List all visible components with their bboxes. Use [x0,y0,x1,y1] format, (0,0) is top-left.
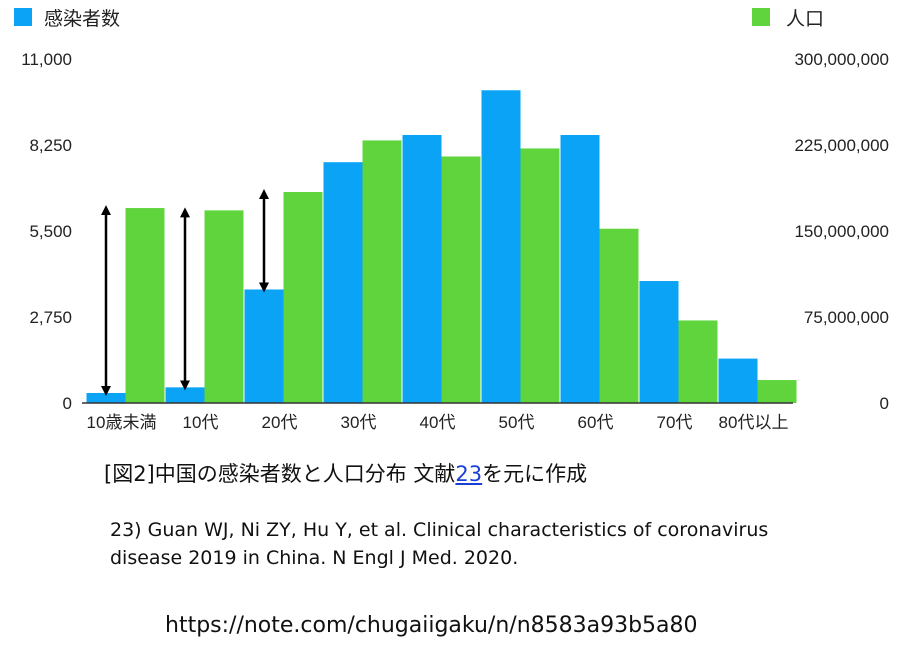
bar-population [283,192,323,403]
bar-infected [86,392,126,403]
left-tick-label: 0 [63,394,72,413]
bar-population [204,210,244,403]
bar-infected [718,358,758,403]
legend-swatch-population [752,8,770,26]
legend-label-infected: 感染者数 [44,8,120,30]
left-tick-label: 8,250 [29,136,72,155]
legend-label-population: 人口 [786,8,824,30]
x-axis-labels: 10歳未満 10代 20代 30代 40代 50代 60代 70代 80代以上 [87,413,789,432]
left-tick-label: 5,500 [29,222,72,241]
bar-infected [481,90,521,403]
legend: 感染者数 人口 [14,8,824,30]
right-axis-ticks: 0 75,000,000 150,000,000 225,000,000 300,000… [794,50,889,413]
reference-link[interactable]: 23 [455,462,483,486]
x-tick-label: 10歳未満 [87,413,157,432]
right-tick-label: 0 [880,394,889,413]
right-tick-label: 150,000,000 [794,222,889,241]
bar-infected [244,289,284,403]
bar-population [362,140,402,403]
left-tick-label: 11,000 [21,50,72,69]
x-tick-label: 40代 [420,413,456,432]
bar-population [520,148,560,403]
bar-population [125,208,165,403]
chart: 感染者数 人口 0 2,750 5,500 8,250 11,000 0 75,000,0… [14,8,889,432]
x-tick-label: 70代 [657,413,693,432]
bar-population [757,380,797,403]
x-tick-label: 30代 [341,413,377,432]
bar-infected [323,162,363,403]
x-tick-label: 10代 [183,413,219,432]
bar-infected [165,387,205,403]
bar-population [599,228,639,403]
caption-suffix: を元に作成 [482,462,588,486]
figure-caption: [図2]中国の感染者数と人口分布 文献23を元に作成 [104,458,587,488]
reference-text: 23) Guan WJ, Ni ZY, Hu Y, et al. Clinica… [110,519,769,569]
right-tick-label: 300,000,000 [794,50,889,69]
x-tick-label: 60代 [578,413,614,432]
bar-population [441,156,481,403]
left-tick-label: 2,750 [29,308,72,327]
source-url: https://note.com/chugaiigaku/n/n8583a93b… [165,613,698,638]
bar-population [678,320,718,403]
bar-infected [639,281,679,403]
x-tick-label: 80代以上 [719,413,789,432]
bar-infected [402,134,442,403]
x-tick-label: 20代 [262,413,298,432]
legend-swatch-infected [14,8,32,26]
right-tick-label: 225,000,000 [794,136,889,155]
caption-prefix: [図2]中国の感染者数と人口分布 文献 [104,462,456,486]
x-tick-label: 50代 [499,413,535,432]
left-axis-ticks: 0 2,750 5,500 8,250 11,000 [21,50,72,413]
bars [86,90,797,403]
bar-infected [560,134,600,403]
right-tick-label: 75,000,000 [804,308,889,327]
arrows [101,189,269,396]
